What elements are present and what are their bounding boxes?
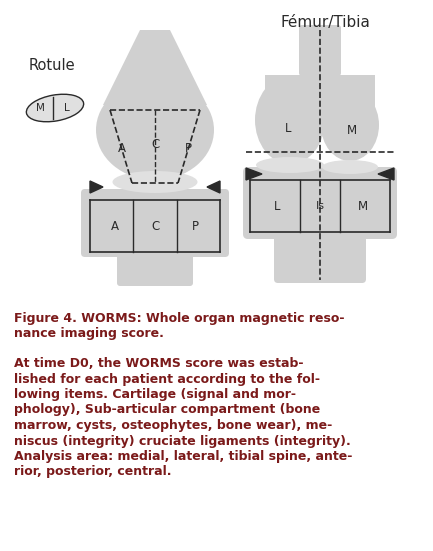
- Ellipse shape: [322, 160, 378, 174]
- Text: Analysis area: medial, lateral, tibial spine, ante-: Analysis area: medial, lateral, tibial s…: [14, 450, 352, 463]
- Text: L: L: [64, 103, 70, 113]
- Ellipse shape: [113, 171, 197, 193]
- Ellipse shape: [256, 157, 324, 173]
- Text: rior, posterior, central.: rior, posterior, central.: [14, 466, 171, 478]
- FancyBboxPatch shape: [81, 189, 229, 257]
- Polygon shape: [207, 181, 220, 193]
- Text: Figure 4. WORMS: Whole organ magnetic reso-: Figure 4. WORMS: Whole organ magnetic re…: [14, 312, 345, 325]
- Text: L: L: [285, 122, 291, 134]
- Polygon shape: [246, 168, 262, 180]
- Text: C: C: [151, 219, 159, 233]
- Text: P: P: [184, 142, 191, 154]
- Text: M: M: [36, 103, 45, 113]
- Text: niscus (integrity) cruciate ligaments (integrity).: niscus (integrity) cruciate ligaments (i…: [14, 435, 351, 447]
- FancyBboxPatch shape: [299, 25, 341, 76]
- Text: P: P: [191, 219, 198, 233]
- Text: marrow, cysts, osteophytes, bone wear), me-: marrow, cysts, osteophytes, bone wear), …: [14, 419, 332, 432]
- Text: C: C: [151, 138, 159, 152]
- Ellipse shape: [26, 94, 84, 122]
- Text: M: M: [358, 199, 368, 213]
- Text: Fémur/Tibia: Fémur/Tibia: [280, 14, 370, 30]
- Text: At time D0, the WORMS score was estab-: At time D0, the WORMS score was estab-: [14, 357, 304, 370]
- Ellipse shape: [255, 76, 325, 164]
- Text: Is: Is: [316, 201, 324, 211]
- Text: Rotule: Rotule: [29, 57, 75, 73]
- FancyBboxPatch shape: [117, 245, 193, 286]
- Text: A: A: [111, 219, 119, 233]
- Ellipse shape: [96, 80, 214, 180]
- Text: A: A: [118, 142, 126, 154]
- Polygon shape: [378, 168, 394, 180]
- FancyBboxPatch shape: [265, 75, 375, 135]
- Text: phology), Sub-articular compartment (bone: phology), Sub-articular compartment (bon…: [14, 403, 320, 417]
- Text: L: L: [274, 199, 280, 213]
- FancyBboxPatch shape: [243, 167, 397, 239]
- Text: M: M: [347, 125, 357, 138]
- Ellipse shape: [321, 89, 379, 161]
- Polygon shape: [103, 30, 207, 105]
- FancyBboxPatch shape: [274, 225, 366, 283]
- Text: lished for each patient according to the fol-: lished for each patient according to the…: [14, 372, 320, 386]
- Text: nance imaging score.: nance imaging score.: [14, 327, 164, 341]
- Polygon shape: [90, 181, 103, 193]
- Text: lowing items. Cartilage (signal and mor-: lowing items. Cartilage (signal and mor-: [14, 388, 296, 401]
